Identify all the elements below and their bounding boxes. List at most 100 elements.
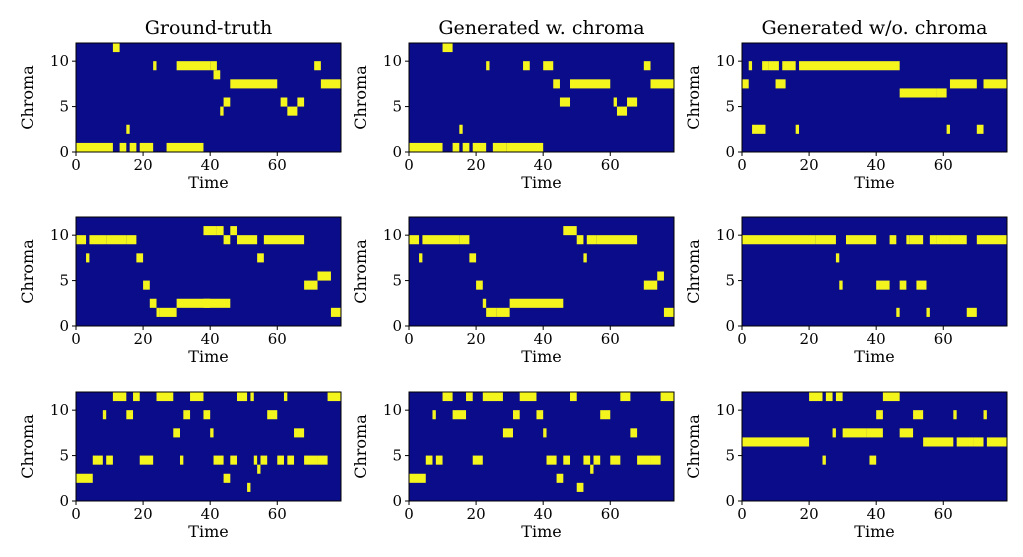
panel-r1c1-ytick-label: 5 [392, 272, 402, 290]
panel-r1c2-xtick-label: 40 [867, 330, 886, 348]
panel-r1c2-note-8 [896, 307, 900, 317]
panel-r0c2-ytick-label: 5 [725, 98, 735, 116]
panel-r0c2-ytick-label: 10 [716, 52, 735, 70]
panel-r0c1-note-11 [553, 79, 560, 89]
panel-r2c2-xlabel: Time [854, 522, 894, 541]
panel-r2c1-note-2 [432, 410, 436, 420]
panel-r2c2-note-10 [882, 392, 900, 402]
panel-r0c2-background [742, 43, 1007, 152]
panel-r2c2-note-5 [835, 392, 843, 402]
panel-r1c2-ytick-label: 0 [725, 317, 735, 335]
panel-r0c0-note-15 [287, 106, 298, 116]
column-title-2: Generated w/o. chroma [762, 17, 988, 39]
panel-r2c2-ylabel: Chroma [684, 414, 703, 479]
panel-r1c0-note-18 [263, 235, 305, 245]
panel-r2c2-ytick-label: 0 [725, 492, 735, 510]
panel-r0c2-note-0 [742, 79, 749, 89]
panel-r2c1-note-20 [590, 464, 594, 474]
panel-r0c2-note-12 [949, 79, 977, 89]
panel-r1c2-note-11 [909, 235, 924, 245]
panel-r0c1-xlabel: Time [521, 173, 561, 192]
panel-r1c2-frame [741, 216, 1008, 327]
panel-r2c2-xtick-label: 20 [800, 505, 819, 523]
panel-r0c0-note-13 [230, 79, 278, 89]
panel-r1c2-xtick-label: 0 [737, 330, 747, 348]
panel-r0c1-ylabel: Chroma [351, 65, 370, 130]
panel-r2c0-note-22 [257, 464, 261, 474]
panel-r2c2: 0 20 40 60 0 5 10 Time Chroma [684, 391, 1008, 541]
panel-r1c2-note-18 [976, 235, 1007, 245]
panel-r2c2-note-15 [953, 410, 957, 420]
panel-r1c2-note-9 [899, 280, 907, 290]
panel-r1c0-note-8 [156, 307, 160, 317]
panel-r2c0-note-17 [230, 455, 238, 465]
panel-r1c2-note-4 [845, 235, 877, 245]
panel-r2c2-xtick-label: 40 [867, 505, 886, 523]
panel-r2c1-note-27 [650, 455, 661, 465]
panel-r1c1-note-14 [596, 235, 638, 245]
panel-r2c1-note-5 [452, 410, 467, 420]
panel-r0c2-note-5 [775, 79, 786, 89]
panel-r2c2-note-6 [842, 428, 867, 438]
panel-r0c0-xtick-label: 60 [268, 156, 287, 174]
panel-r2c2-note-3 [825, 392, 833, 402]
panel-r2c0-xtick-label: 20 [134, 505, 153, 523]
panel-r0c0-ylabel: Chroma [18, 65, 37, 130]
panel-r2c1-xlabel: Time [521, 522, 561, 541]
panel-r2c0-xlabel: Time [188, 522, 228, 541]
panel-r0c0-note-4 [129, 142, 137, 152]
panel-r2c2-note-4 [832, 428, 836, 438]
panel-r0c1-ytick-label: 5 [392, 98, 402, 116]
panel-r2c1-note-4 [442, 392, 453, 402]
panel-r2c0-note-24 [267, 410, 278, 420]
panel-r2c1-ylabel: Chroma [351, 414, 370, 479]
panel-r1c1-note-9 [509, 298, 564, 308]
panel-r2c0-note-29 [304, 455, 318, 465]
panel-r1c1-note-1 [419, 253, 423, 263]
panel-r0c0-note-7 [166, 142, 204, 152]
panel-r2c2-note-19 [986, 437, 1007, 447]
panel-r1c1-note-15 [643, 280, 658, 290]
panel-r1c2: 0 20 40 60 0 5 10 Time Chroma [684, 216, 1008, 366]
panel-r0c2-xtick-label: 20 [800, 156, 819, 174]
panel-r2c2-note-0 [742, 437, 810, 447]
panel-r2c1-note-11 [519, 392, 537, 402]
panel-r1c0-note-12 [203, 226, 217, 236]
panel-r1c2-note-17 [966, 307, 977, 317]
panel-r2c0-note-11 [183, 410, 191, 420]
panel-r0c0-note-14 [280, 97, 288, 107]
panel-r1c0-note-21 [330, 307, 341, 317]
panel-r0c2-note-10 [936, 88, 947, 98]
panel-r2c0-background [76, 392, 341, 501]
panel-r1c0-frame [75, 216, 342, 327]
panel-r2c0-note-16 [223, 473, 231, 483]
panel-r1c1-note-2 [422, 235, 460, 245]
panel-r0c2-note-1 [748, 61, 753, 71]
panel-r2c1-note-18 [576, 482, 584, 492]
panel-r0c1-ytick-label: 0 [392, 143, 402, 161]
panel-r2c1-note-23 [610, 455, 621, 465]
panel-r2c0-note-1 [92, 455, 103, 465]
panel-r0c2-xtick-label: 0 [737, 156, 747, 174]
panel-r1c0-note-19 [304, 280, 318, 290]
panel-r2c1-note-15 [556, 473, 564, 483]
panel-r2c1-note-6 [466, 392, 473, 402]
panel-r1c0-xlabel: Time [188, 347, 228, 366]
panel-r0c1-note-5 [472, 142, 487, 152]
panel-r0c1-note-6 [486, 61, 490, 71]
panel-r1c1-xtick-label: 0 [404, 330, 414, 348]
panel-r2c0-note-19 [247, 482, 251, 492]
panel-r2c2-frame [741, 391, 1008, 502]
panel-r1c1-ytick-label: 10 [383, 226, 402, 244]
panel-r1c0-note-1 [86, 253, 90, 263]
panel-r2c0-xtick-label: 60 [268, 505, 287, 523]
panel-r0c0-note-9 [210, 61, 217, 71]
panel-r1c1-xtick-label: 40 [534, 330, 553, 348]
panel-r1c2-background [742, 217, 1007, 326]
panel-r1c1-xtick-label: 60 [601, 330, 620, 348]
panel-r0c0-note-18 [320, 79, 341, 89]
panel-r2c0-xtick-label: 0 [71, 505, 81, 523]
panel-r0c0-xtick-label: 20 [134, 156, 153, 174]
panel-r0c0-note-17 [314, 61, 321, 71]
panel-r0c1-xtick-label: 60 [601, 156, 620, 174]
